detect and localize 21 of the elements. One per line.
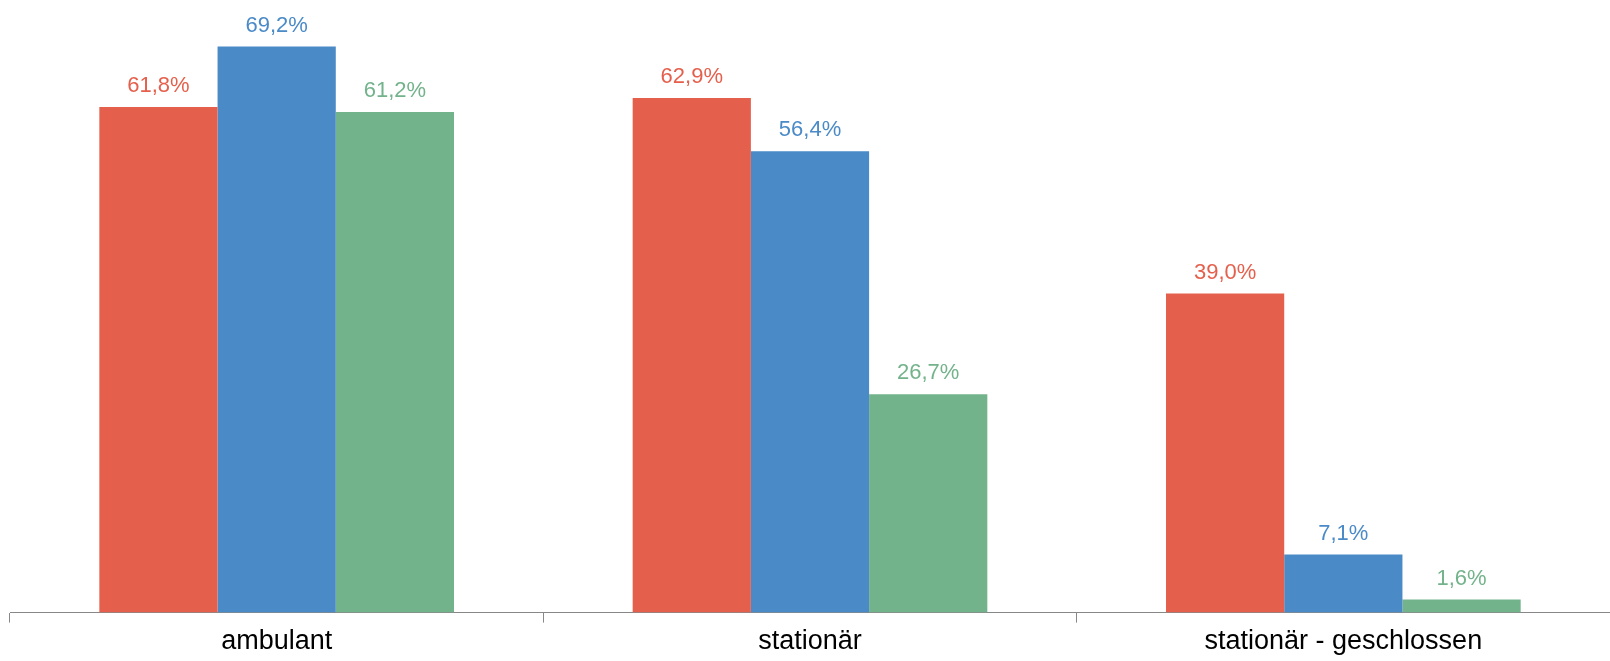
data-label: 7,1%	[1318, 519, 1369, 545]
bar	[335, 111, 454, 613]
bar	[217, 46, 336, 613]
data-label: 1,6%	[1436, 564, 1487, 590]
data-label: 39,0%	[1193, 258, 1257, 284]
x-tick-label: ambulant	[221, 625, 333, 656]
data-label: 26,7%	[897, 359, 960, 385]
x-tick-label: stationär	[758, 625, 862, 656]
bar	[1166, 293, 1285, 613]
bar	[1402, 599, 1521, 613]
data-label: 62,9%	[660, 63, 723, 89]
bar	[99, 107, 218, 613]
bar	[1284, 554, 1403, 613]
bar	[632, 98, 751, 613]
data-label: 61,8%	[127, 72, 190, 98]
bar	[750, 151, 870, 613]
data-label: 69,2%	[245, 11, 308, 37]
data-label: 61,2%	[363, 77, 427, 103]
bar	[869, 394, 988, 613]
data-label: 56,4%	[778, 116, 842, 142]
x-tick-label: stationär - geschlossen	[1204, 625, 1483, 656]
